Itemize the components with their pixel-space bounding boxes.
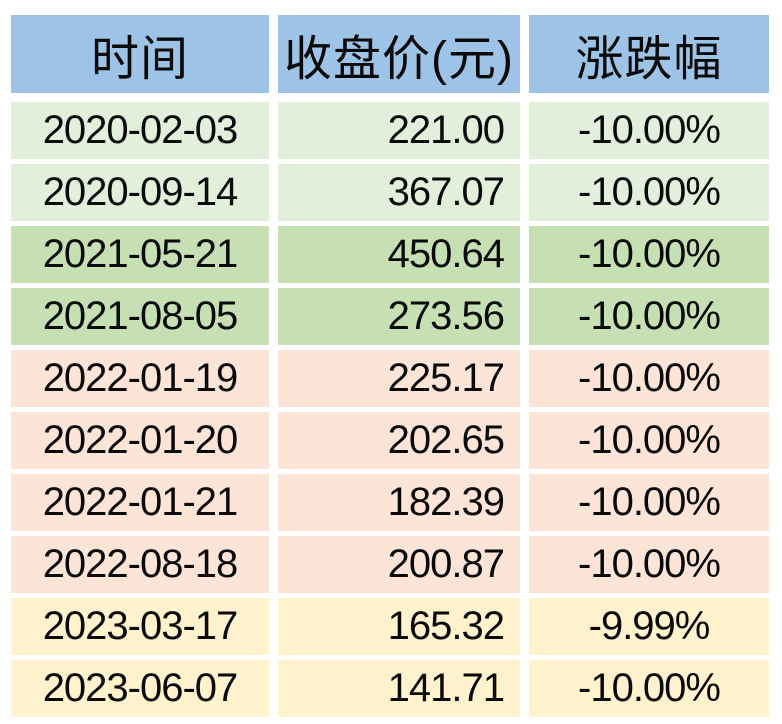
- table-row: 2022-01-20 202.65 -10.00%: [11, 412, 782, 469]
- close-price-cell: 221.00: [278, 102, 520, 159]
- change-cell: -10.00%: [529, 288, 769, 345]
- table-row: 2020-02-03 221.00 -10.00%: [11, 102, 782, 159]
- change-cell: -9.99%: [529, 598, 769, 655]
- date-cell: 2021-05-21: [11, 226, 269, 283]
- close-price-cell: 165.32: [278, 598, 520, 655]
- date-cell: 2023-06-07: [11, 660, 269, 717]
- table-row: 2023-03-17 165.32 -9.99%: [11, 598, 782, 655]
- table-header-row: 时间 收盘价(元) 涨跌幅: [11, 15, 782, 93]
- table-row: 2021-05-21 450.64 -10.00%: [11, 226, 782, 283]
- date-cell: 2020-09-14: [11, 164, 269, 221]
- change-cell: -10.00%: [529, 164, 769, 221]
- date-cell: 2022-08-18: [11, 536, 269, 593]
- date-cell: 2022-01-20: [11, 412, 269, 469]
- close-price-cell: 225.17: [278, 350, 520, 407]
- table-row: 2022-08-18 200.87 -10.00%: [11, 536, 782, 593]
- column-header-close-price: 收盘价(元): [278, 15, 520, 93]
- column-header-change: 涨跌幅: [529, 15, 769, 93]
- change-cell: -10.00%: [529, 102, 769, 159]
- change-cell: -10.00%: [529, 412, 769, 469]
- close-price-cell: 367.07: [278, 164, 520, 221]
- date-cell: 2022-01-19: [11, 350, 269, 407]
- table-row: 2022-01-21 182.39 -10.00%: [11, 474, 782, 531]
- table-row: 2022-01-19 225.17 -10.00%: [11, 350, 782, 407]
- close-price-cell: 200.87: [278, 536, 520, 593]
- date-cell: 2020-02-03: [11, 102, 269, 159]
- table-row: 2020-09-14 367.07 -10.00%: [11, 164, 782, 221]
- change-cell: -10.00%: [529, 536, 769, 593]
- change-cell: -10.00%: [529, 226, 769, 283]
- close-price-cell: 202.65: [278, 412, 520, 469]
- table-body: 2020-02-03 221.00 -10.00% 2020-09-14 367.07-…: [11, 102, 782, 717]
- column-header-date: 时间: [11, 15, 269, 93]
- close-price-cell: 141.71: [278, 660, 520, 717]
- date-cell: 2022-01-21: [11, 474, 269, 531]
- date-cell: 2023-03-17: [11, 598, 269, 655]
- close-price-cell: 450.64: [278, 226, 520, 283]
- change-cell: -10.00%: [529, 660, 769, 717]
- change-cell: -10.00%: [529, 350, 769, 407]
- close-price-cell: 273.56: [278, 288, 520, 345]
- table-row: 2021-08-05 273.56 -10.00%: [11, 288, 782, 345]
- close-price-cell: 182.39: [278, 474, 520, 531]
- change-cell: -10.00%: [529, 474, 769, 531]
- date-cell: 2021-08-05: [11, 288, 269, 345]
- table-row: 2023-06-07 141.71 -10.00%: [11, 660, 782, 717]
